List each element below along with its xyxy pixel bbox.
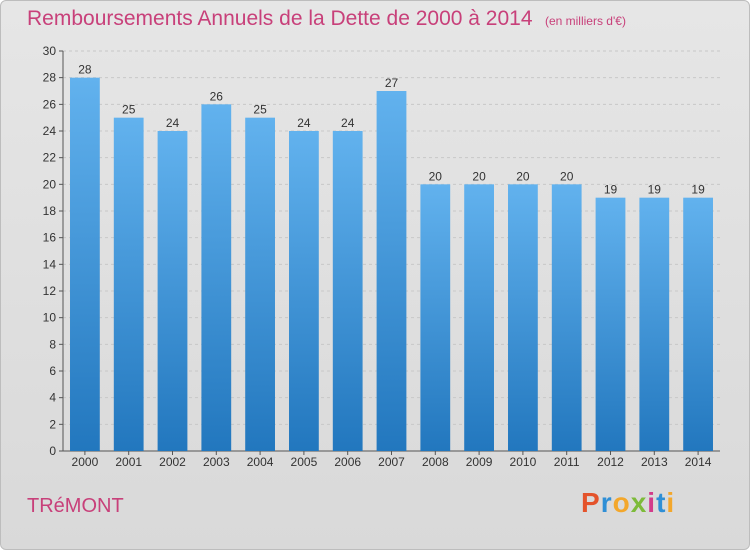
bar bbox=[595, 197, 626, 451]
x-tick-label: 2005 bbox=[291, 455, 318, 469]
x-tick-label: 2004 bbox=[247, 455, 274, 469]
x-tick-label: 2014 bbox=[685, 455, 712, 469]
y-tick-label: 24 bbox=[43, 124, 57, 138]
bar bbox=[113, 117, 144, 452]
bar-value-label: 19 bbox=[691, 183, 705, 197]
bar-value-label: 26 bbox=[210, 89, 224, 103]
y-tick-label: 30 bbox=[43, 44, 57, 58]
x-tick-label: 2006 bbox=[334, 455, 361, 469]
bar bbox=[464, 184, 494, 452]
bar-value-label: 24 bbox=[297, 116, 311, 130]
bar-value-label: 19 bbox=[648, 183, 662, 197]
bar-value-label: 25 bbox=[122, 103, 136, 117]
x-tick-label: 2008 bbox=[422, 455, 449, 469]
bar bbox=[332, 131, 363, 451]
bar-value-label: 20 bbox=[472, 169, 486, 183]
bar bbox=[70, 77, 100, 452]
bar bbox=[245, 117, 275, 452]
bar bbox=[376, 91, 407, 451]
title-row: Remboursements Annuels de la Dette de 20… bbox=[27, 7, 626, 31]
x-tick-label: 2011 bbox=[554, 455, 580, 469]
x-tick-label: 2002 bbox=[159, 455, 186, 469]
bar-value-label: 28 bbox=[78, 63, 92, 77]
x-tick-label: 2012 bbox=[597, 455, 624, 469]
y-tick-label: 8 bbox=[49, 337, 56, 351]
commune-name: TRéMONT bbox=[27, 495, 124, 517]
bars bbox=[70, 77, 713, 452]
x-tick-label: 2007 bbox=[378, 455, 405, 469]
bar-value-label: 24 bbox=[166, 116, 180, 130]
y-tick-label: 12 bbox=[43, 284, 57, 298]
y-tick-label: 18 bbox=[43, 204, 57, 218]
chart-unit: (en milliers d'€) bbox=[544, 14, 626, 28]
logo-letter: x bbox=[630, 487, 648, 518]
logo-letter: i bbox=[666, 487, 676, 518]
bar bbox=[157, 131, 188, 451]
y-tick-label: 10 bbox=[43, 311, 57, 325]
x-tick-label: 2010 bbox=[510, 455, 537, 469]
y-tick-label: 26 bbox=[43, 97, 57, 111]
bar bbox=[289, 131, 319, 451]
x-tick-label: 2001 bbox=[115, 455, 142, 469]
bar-value-label: 24 bbox=[341, 116, 355, 130]
bar bbox=[508, 184, 538, 452]
logo-letter: o bbox=[612, 487, 631, 518]
y-tick-label: 4 bbox=[49, 391, 56, 405]
proxiti-logo: Proxiti bbox=[581, 487, 675, 519]
y-tick-label: 28 bbox=[43, 71, 57, 85]
x-tick-label: 2003 bbox=[203, 455, 230, 469]
bar bbox=[639, 197, 670, 451]
logo-letter: P bbox=[581, 487, 601, 518]
x-tick-label: 2009 bbox=[466, 455, 493, 469]
y-tick-label: 20 bbox=[43, 177, 57, 191]
chart-title: Remboursements Annuels de la Dette de 20… bbox=[27, 7, 533, 30]
bar-value-label: 20 bbox=[429, 169, 443, 183]
bar bbox=[201, 104, 232, 451]
logo-letter: r bbox=[600, 487, 613, 518]
logo-letter: t bbox=[656, 487, 667, 518]
y-tick-label: 22 bbox=[43, 151, 57, 165]
y-tick-label: 0 bbox=[49, 444, 56, 458]
labels: 28 2000 25 2001 24 2002 26 2003 25 2004 24 2005 24 20… bbox=[72, 63, 712, 469]
logo-letter: i bbox=[647, 487, 657, 518]
bar-value-label: 20 bbox=[560, 169, 574, 183]
bar-value-label: 19 bbox=[604, 183, 618, 197]
y-tick-label: 14 bbox=[43, 257, 57, 271]
bar-value-label: 20 bbox=[516, 169, 530, 183]
x-tick-label: 2013 bbox=[641, 455, 668, 469]
bar bbox=[551, 184, 582, 452]
bar bbox=[420, 184, 451, 452]
x-tick-label: 2000 bbox=[72, 455, 99, 469]
bar-value-label: 25 bbox=[253, 103, 267, 117]
y-tick-label: 2 bbox=[49, 417, 56, 431]
y-tick-label: 6 bbox=[49, 364, 56, 378]
bar bbox=[683, 197, 713, 451]
y-tick-label: 16 bbox=[43, 231, 57, 245]
bar-value-label: 27 bbox=[385, 76, 399, 90]
